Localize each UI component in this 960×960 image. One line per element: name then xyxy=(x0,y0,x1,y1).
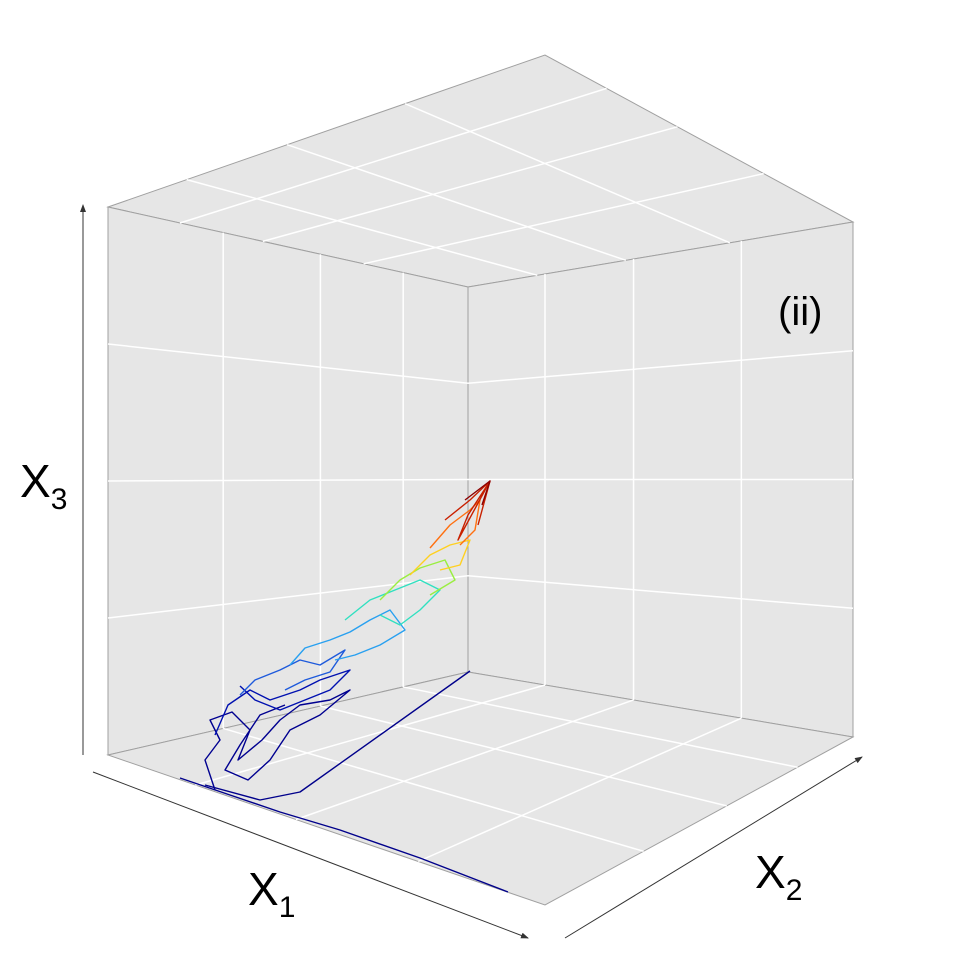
trajectory-segment xyxy=(379,559,456,601)
trajectory-segment xyxy=(464,480,491,506)
grid-line xyxy=(107,343,469,384)
x1-label-main: X xyxy=(248,863,279,915)
trajectory-segment xyxy=(204,689,351,791)
grid-line xyxy=(107,478,469,482)
x1-axis xyxy=(92,771,529,939)
grid xyxy=(107,87,854,863)
panel-annotation: (ii) xyxy=(778,290,822,334)
grid-line xyxy=(417,717,742,863)
grid-line xyxy=(404,102,731,244)
x3-label-sub: 3 xyxy=(51,483,68,516)
floor-projection xyxy=(179,777,509,893)
x2-label-main: X xyxy=(755,846,786,898)
grid-line xyxy=(286,143,627,262)
grid-line xyxy=(320,705,727,807)
x1-label: X1 xyxy=(248,863,295,924)
grid-line xyxy=(179,87,607,224)
x2-axis xyxy=(564,756,863,939)
grid-line xyxy=(262,126,678,243)
grid-line xyxy=(195,684,546,786)
grid-line xyxy=(186,178,538,277)
grid-line xyxy=(403,686,798,768)
grid-line xyxy=(467,350,854,384)
grid-line xyxy=(295,699,634,821)
floor-projection xyxy=(204,670,471,801)
x2-label: X2 xyxy=(755,846,802,907)
trajectory-segment xyxy=(239,649,346,696)
grid-line xyxy=(467,575,854,609)
trajectory xyxy=(179,480,509,893)
x1-label-sub: 1 xyxy=(279,891,296,924)
x3-label: X3 xyxy=(20,455,67,516)
x3-label-main: X xyxy=(20,455,51,507)
floor xyxy=(106,671,855,906)
trajectory-segment xyxy=(344,579,441,626)
grid-line xyxy=(107,575,469,619)
x2-label-sub: 2 xyxy=(786,874,803,907)
grid-line xyxy=(363,172,764,265)
trajectory-segment xyxy=(214,669,351,736)
trajectory-segment xyxy=(409,539,471,576)
grid-line xyxy=(222,727,644,852)
